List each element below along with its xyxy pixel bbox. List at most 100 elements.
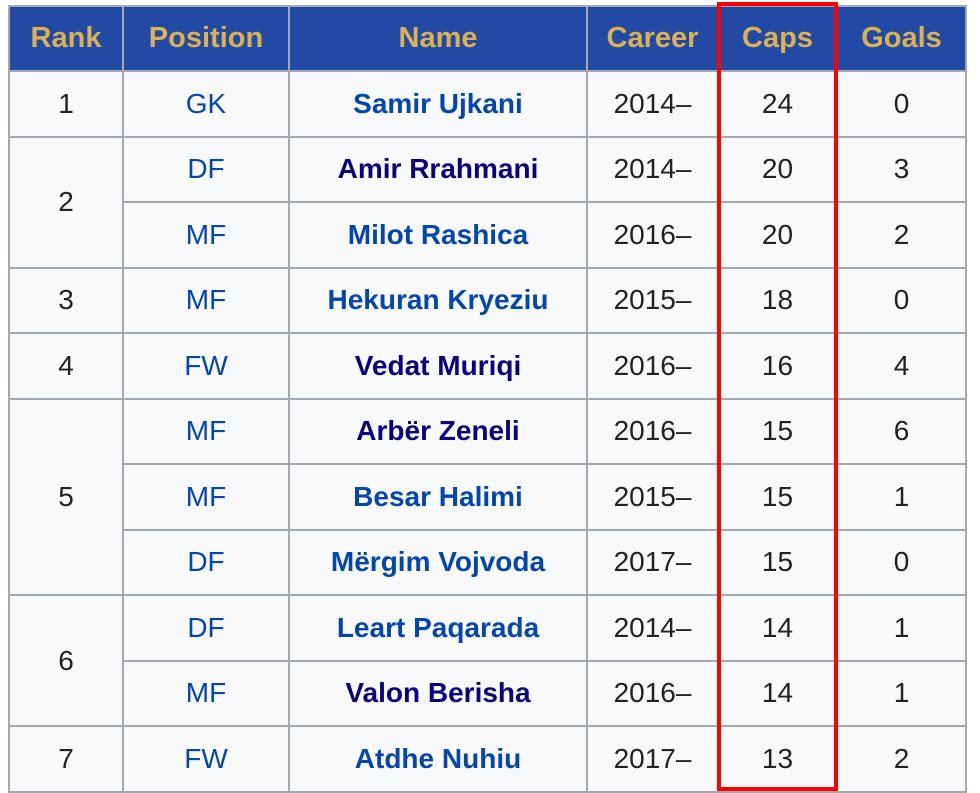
player-name-cell: Leart Paqarada — [288, 594, 588, 662]
position-cell: DF — [122, 135, 290, 203]
career-cell: 2015– — [586, 463, 719, 531]
goals-cell: 1 — [836, 659, 967, 727]
player-name-link[interactable]: Valon Berisha — [345, 677, 531, 709]
player-name-link[interactable]: Samir Ujkani — [353, 87, 523, 119]
player-name-cell: Samir Ujkani — [288, 70, 588, 138]
player-name-link[interactable]: Leart Paqarada — [336, 611, 540, 643]
position-link[interactable]: MF — [185, 415, 227, 447]
table-row: 1 GK Samir Ujkani 2014– 24 0 — [8, 70, 967, 138]
position-cell: DF — [122, 594, 290, 662]
position-cell: DF — [122, 528, 290, 596]
goals-cell: 1 — [836, 463, 967, 531]
caps-cell: 20 — [717, 201, 838, 269]
goals-cell: 0 — [836, 70, 967, 138]
position-cell: FW — [122, 332, 290, 400]
player-name-cell: Mërgim Vojvoda — [288, 528, 588, 596]
rank-cell: 3 — [8, 266, 124, 334]
rank-cell: 7 — [8, 725, 124, 793]
player-name-link[interactable]: Besar Halimi — [353, 480, 523, 512]
caps-cell: 16 — [717, 332, 838, 400]
player-name-link[interactable]: Mërgim Vojvoda — [330, 546, 546, 578]
position-link[interactable]: MF — [185, 480, 227, 512]
career-cell: 2014– — [586, 135, 719, 203]
career-cell: 2017– — [586, 528, 719, 596]
table-row: MF Besar Halimi 2015– 15 1 — [9, 463, 967, 531]
goals-cell: 1 — [836, 594, 967, 662]
position-link[interactable]: DF — [187, 611, 225, 643]
position-link[interactable]: MF — [185, 284, 227, 316]
player-name-link[interactable]: Arbër Zeneli — [356, 415, 520, 447]
goals-cell: 2 — [836, 725, 967, 793]
caps-cell: 18 — [717, 266, 838, 334]
position-link[interactable]: DF — [187, 546, 225, 578]
player-name-link[interactable]: Atdhe Nuhiu — [354, 742, 522, 774]
rank-cell: 6 — [8, 594, 124, 727]
caps-cell: 14 — [717, 659, 838, 727]
table-row: 4 FW Vedat Muriqi 2016– 16 4 — [8, 332, 967, 400]
player-name-link[interactable]: Milot Rashica — [347, 218, 529, 250]
career-cell: 2014– — [586, 594, 719, 662]
goals-cell: 2 — [836, 201, 967, 269]
rank-cell: 2 — [8, 135, 124, 269]
position-link[interactable]: MF — [185, 218, 227, 250]
career-cell: 2016– — [586, 659, 719, 727]
position-cell: MF — [122, 201, 290, 269]
table-row: MF Milot Rashica 2016– 20 2 — [9, 201, 967, 269]
position-cell: MF — [122, 266, 290, 334]
goals-cell: 4 — [836, 332, 967, 400]
career-cell: 2015– — [586, 266, 719, 334]
player-name-cell: Milot Rashica — [288, 201, 588, 269]
table-row: 3 MF Hekuran Kryeziu 2015– 18 0 — [8, 266, 967, 334]
header-career: Career — [586, 5, 719, 72]
header-row: Rank Position Name Career Caps Goals — [8, 5, 967, 72]
player-name-link[interactable]: Vedat Muriqi — [354, 349, 522, 381]
header-rank: Rank — [8, 5, 124, 72]
position-cell: GK — [122, 70, 290, 138]
career-cell: 2016– — [586, 332, 719, 400]
goals-cell: 0 — [836, 528, 967, 596]
player-name-cell: Atdhe Nuhiu — [288, 725, 588, 793]
career-cell: 2014– — [586, 70, 719, 138]
player-name-cell: Valon Berisha — [288, 659, 588, 727]
career-cell: 2016– — [586, 201, 719, 269]
header-position: Position — [122, 5, 290, 72]
header-caps: Caps — [717, 5, 838, 72]
rank-cell: 1 — [8, 70, 124, 138]
player-name-cell: Amir Rrahmani — [288, 135, 588, 203]
table-row: 2 DF Amir Rrahmani 2014– 20 3 — [8, 135, 967, 269]
position-cell: MF — [122, 397, 290, 465]
position-link[interactable]: DF — [187, 153, 225, 185]
caps-cell: 15 — [717, 528, 838, 596]
table-row: 5 MF Arbër Zeneli 2016– 15 6 — [8, 397, 967, 596]
position-cell: FW — [122, 725, 290, 793]
position-link[interactable]: MF — [185, 677, 227, 709]
rank-cell: 4 — [8, 332, 124, 400]
caps-cell: 24 — [717, 70, 838, 138]
position-link[interactable]: FW — [184, 742, 228, 774]
player-name-link[interactable]: Amir Rrahmani — [337, 153, 539, 185]
table-row: 7 FW Atdhe Nuhiu 2017– 13 2 — [8, 725, 967, 793]
player-name-cell: Arbër Zeneli — [288, 397, 588, 465]
caps-cell: 14 — [717, 594, 838, 662]
player-name-cell: Vedat Muriqi — [288, 332, 588, 400]
position-cell: MF — [122, 463, 290, 531]
table-row: DF Mërgim Vojvoda 2017– 15 0 — [9, 528, 967, 596]
position-cell: MF — [122, 659, 290, 727]
player-name-cell: Hekuran Kryeziu — [288, 266, 588, 334]
position-link[interactable]: GK — [185, 87, 227, 119]
career-cell: 2016– — [586, 397, 719, 465]
table-row: MF Valon Berisha 2016– 14 1 — [9, 659, 967, 727]
rank-cell: 5 — [8, 397, 124, 596]
caps-ranking-table: Rank Position Name Career Caps Goals 1 GK… — [8, 5, 967, 793]
header-name: Name — [288, 5, 588, 72]
caps-cell: 15 — [717, 397, 838, 465]
career-cell: 2017– — [586, 725, 719, 793]
position-link[interactable]: FW — [184, 349, 228, 381]
table-row: 6 DF Leart Paqarada 2014– 14 1 — [8, 594, 967, 727]
goals-cell: 0 — [836, 266, 967, 334]
player-name-link[interactable]: Hekuran Kryeziu — [327, 284, 549, 316]
goals-cell: 3 — [836, 135, 967, 203]
player-name-cell: Besar Halimi — [288, 463, 588, 531]
caps-cell: 15 — [717, 463, 838, 531]
header-goals: Goals — [836, 5, 967, 72]
